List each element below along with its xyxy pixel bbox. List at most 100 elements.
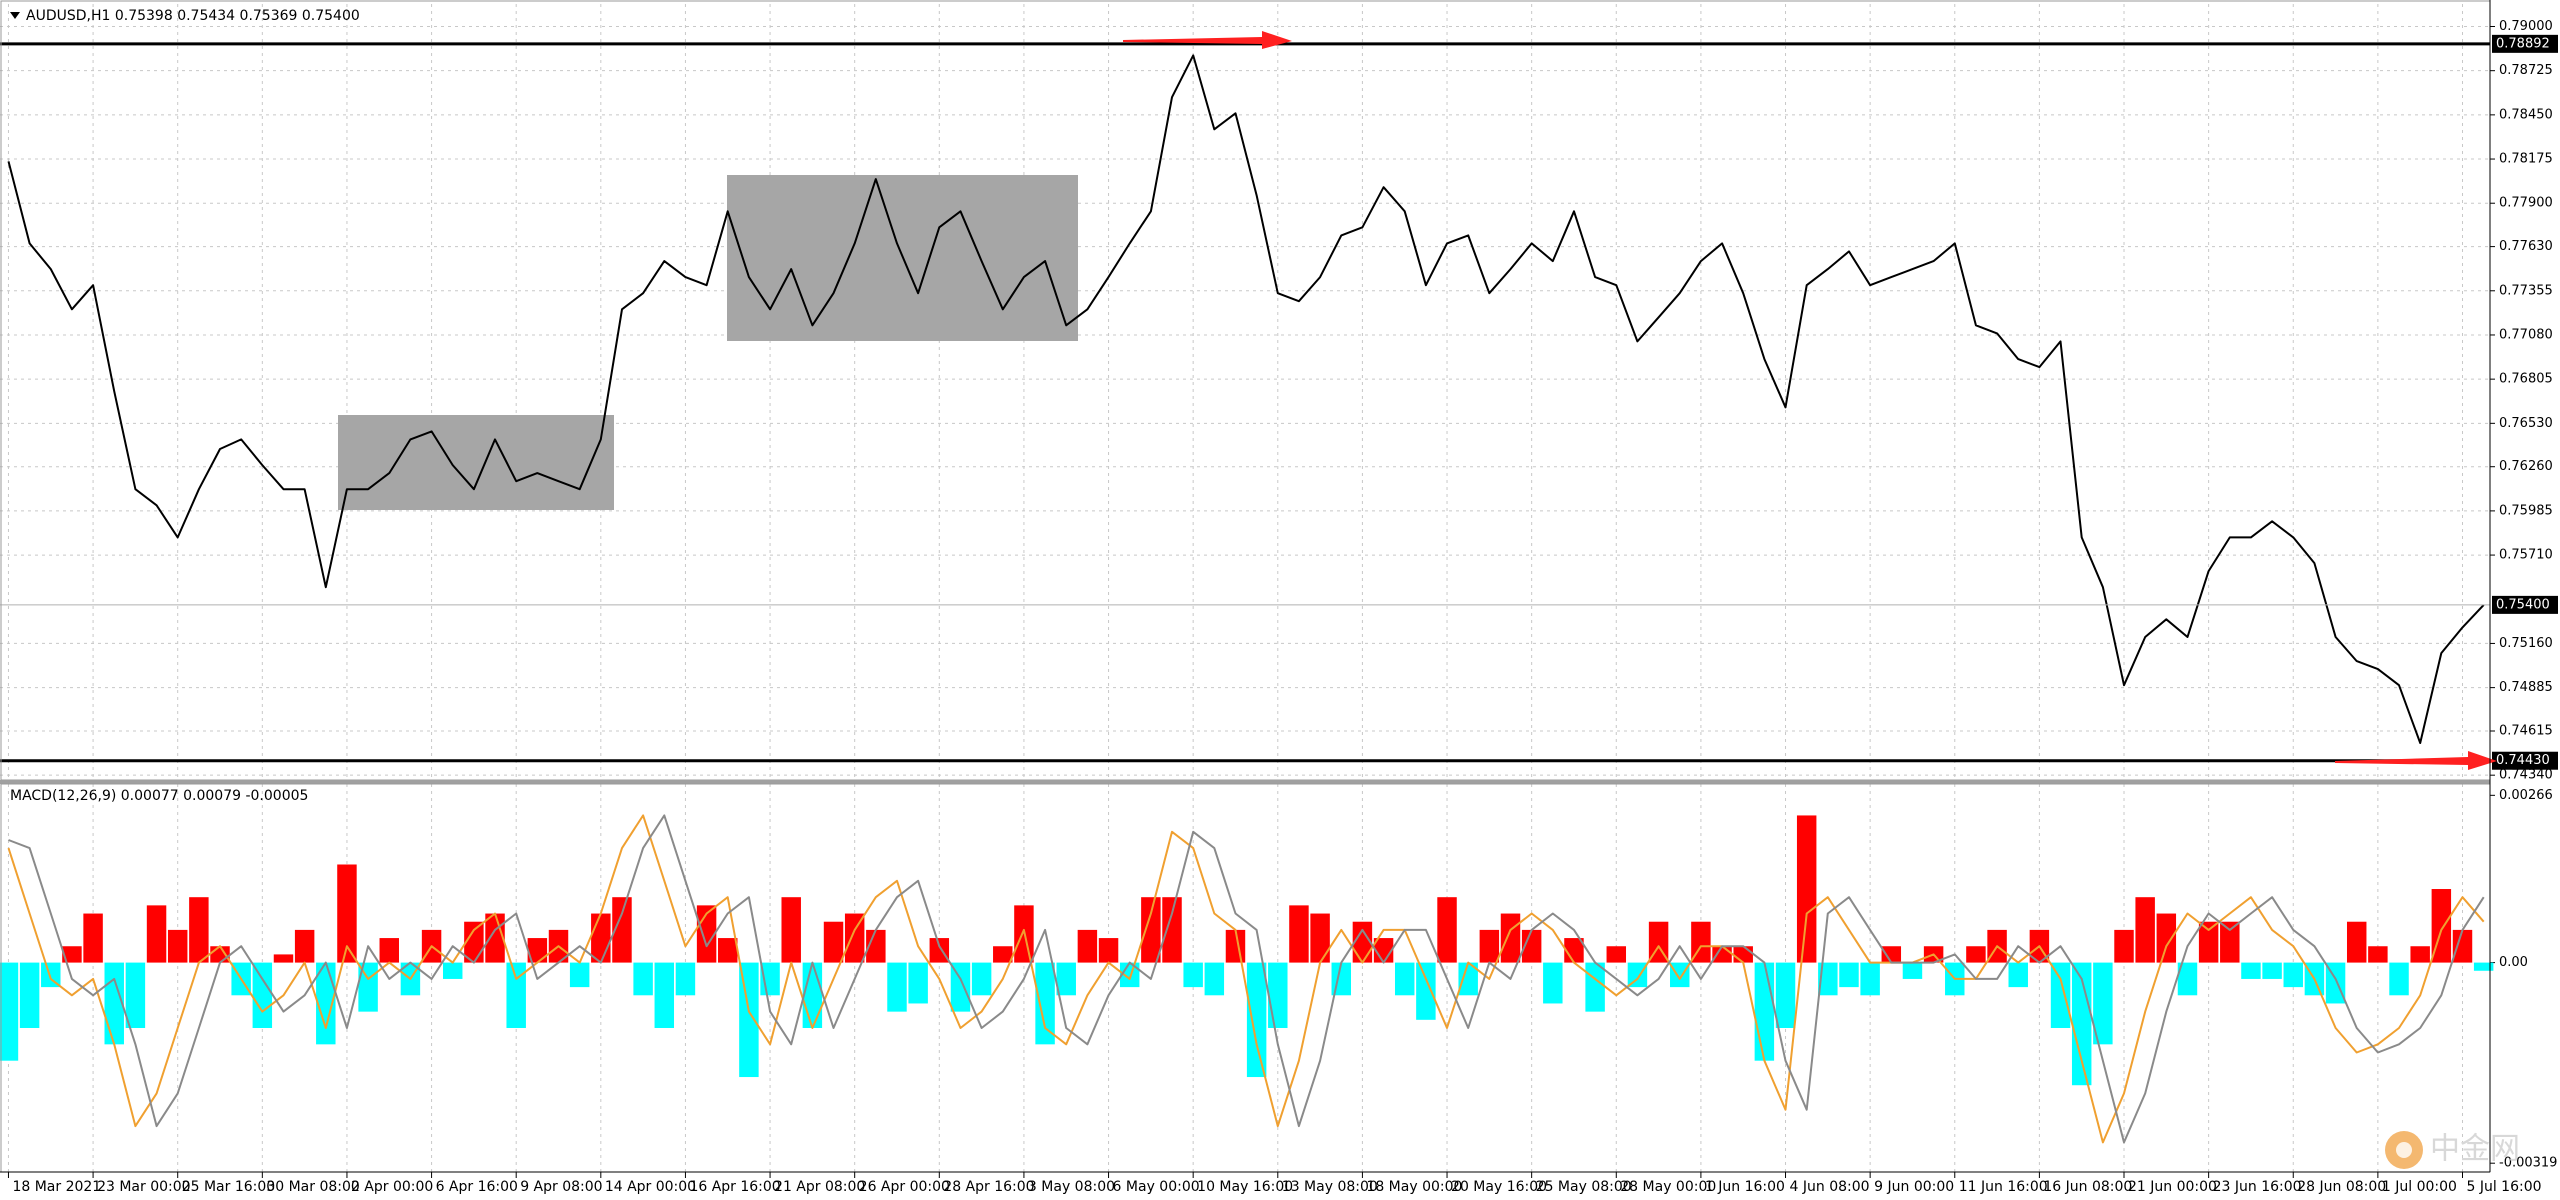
macd-histogram-bar — [1733, 946, 1753, 963]
macd-histogram-bar — [1416, 962, 1436, 1020]
macd-histogram-bar — [1585, 962, 1605, 1012]
range-box — [338, 415, 614, 510]
macd-histogram-bar — [1860, 962, 1880, 996]
chart-title: AUDUSD,H1 0.75398 0.75434 0.75369 0.7540… — [26, 8, 360, 24]
symbol-menu-icon[interactable] — [10, 12, 20, 19]
macd-histogram-bar — [2135, 897, 2155, 963]
macd-histogram-bar — [125, 962, 146, 1028]
panel-separator — [0, 780, 2490, 784]
macd-histogram-bar — [1543, 962, 1563, 1004]
macd-histogram-bar — [62, 946, 82, 963]
macd-histogram-bar — [802, 962, 823, 1028]
x-tick-label: 1 Jul 00:00 — [2382, 1179, 2457, 1195]
macd-histogram-bar — [2473, 962, 2494, 971]
macd-histogram-bar — [2346, 921, 2367, 963]
macd-histogram-bar — [1437, 897, 1457, 963]
macd-histogram-bar — [1098, 938, 1119, 963]
x-tick-label: 28 Jun 08:00 — [2297, 1179, 2386, 1195]
x-tick-label: 3 May 08:00 — [1028, 1179, 1115, 1195]
macd-histogram-bar — [273, 954, 294, 963]
macd-histogram-bar — [1310, 913, 1330, 963]
macd-histogram-bar — [2452, 929, 2473, 963]
macd-histogram-bar — [1352, 921, 1373, 963]
macd-histogram-bar — [612, 897, 632, 963]
x-tick-label: 20 May 16:00 — [1451, 1179, 1547, 1195]
macd-histogram-bar — [2368, 946, 2388, 963]
macd-histogram-bar — [0, 962, 19, 1061]
x-tick-label: 9 Jun 00:00 — [1874, 1179, 1954, 1195]
macd-histogram-bar — [1818, 962, 1838, 996]
macd-histogram-bar — [654, 962, 675, 1028]
watermark: 中金网 — [2430, 1132, 2520, 1167]
macd-histogram-bar — [210, 946, 230, 963]
range-boxes — [338, 175, 1078, 510]
macd-histogram-bar — [2283, 962, 2303, 988]
macd-histogram-bar — [971, 962, 992, 996]
x-tick-label: 5 Jul 16:00 — [2466, 1179, 2541, 1195]
x-tick-label: 14 Apr 00:00 — [605, 1179, 696, 1195]
y-tick-label: 0.76260 — [2499, 459, 2553, 474]
macd-histogram-bar — [527, 938, 548, 963]
red-arrow — [2335, 751, 2497, 770]
macd-histogram-bar — [633, 962, 653, 996]
level-label-box — [2492, 34, 2558, 53]
x-tick-label: 25 Mar 16:00 — [182, 1179, 275, 1195]
macd-histogram-bar — [485, 913, 505, 963]
x-tick-label: 9 Apr 08:00 — [520, 1179, 602, 1195]
macd-histogram-bar — [2071, 962, 2092, 1086]
x-tick-label: 18 May 00:00 — [1366, 1179, 1462, 1195]
y-tick-label: 0.77080 — [2499, 327, 2553, 342]
macd-histogram-bar — [41, 962, 61, 988]
y-tick-label: 0.75710 — [2499, 548, 2553, 563]
macd-histogram-bar — [2050, 962, 2071, 1028]
x-tick-label: 11 Jun 16:00 — [1959, 1179, 2048, 1195]
y-tick-label: 0.77900 — [2499, 196, 2553, 211]
macd-histogram-bar — [379, 938, 399, 963]
macd-histogram-bar — [2198, 921, 2219, 963]
y-tick-label: 0.76805 — [2499, 372, 2553, 387]
macd-histogram-bar — [1204, 962, 1225, 996]
y-tick-label: 0.78450 — [2499, 107, 2553, 122]
macd-histogram-bar — [993, 946, 1013, 963]
macd-histogram-bar — [1881, 946, 1902, 963]
macd-histogram-bar — [1035, 962, 1055, 1045]
macd-histogram-bar — [887, 962, 907, 1012]
macd-histogram-bar — [1902, 962, 1923, 979]
last-price-label: 0.75400 — [2496, 597, 2550, 612]
y-tick-label: -0.00319 — [2499, 1156, 2557, 1171]
macd-histogram-bar — [294, 929, 315, 963]
x-tick-label: 6 Apr 16:00 — [436, 1179, 518, 1195]
macd-histogram-bar — [252, 962, 273, 1028]
y-tick-label: 0.76530 — [2499, 416, 2553, 431]
level-label-box — [2492, 751, 2558, 770]
macd-histogram-bar — [591, 913, 611, 963]
macd-histogram-bar — [718, 938, 738, 963]
macd-histogram-bar — [19, 962, 40, 1028]
macd-histogram-bar — [2410, 946, 2430, 963]
y-tick-label: 0.00 — [2499, 955, 2528, 970]
macd-histogram-bar — [2156, 913, 2177, 963]
macd-histogram-bar — [1289, 905, 1309, 963]
x-tick-label: 23 Mar 00:00 — [97, 1179, 190, 1195]
x-tick-label: 16 Apr 16:00 — [689, 1179, 780, 1195]
macd-line — [8, 814, 2485, 1144]
macd-histogram-bar — [316, 962, 336, 1045]
last-price-box — [2492, 595, 2558, 614]
macd-histogram-bar — [1077, 929, 1098, 963]
macd-histogram-bar — [1268, 962, 1288, 1028]
overlay-layer: AUDUSD,H1 0.75398 0.75434 0.75369 0.7540… — [0, 0, 2520, 1173]
macd-histogram-bar — [739, 962, 759, 1078]
macd-histogram-bar — [781, 897, 801, 963]
macd-title: MACD(12,26,9) 0.00077 0.00079 -0.00005 — [10, 788, 308, 804]
macd-histogram-bar — [1796, 815, 1817, 963]
x-tick-label: 21 Apr 08:00 — [774, 1179, 865, 1195]
macd-histogram-bar — [1606, 946, 1627, 963]
y-tick-label: 0.77630 — [2499, 239, 2553, 254]
macd-histogram-bar — [337, 864, 357, 963]
macd-histogram-bar — [104, 962, 124, 1045]
macd-histogram-bar — [1670, 962, 1690, 988]
macd-histogram-bar — [1754, 962, 1775, 1061]
macd-histogram-bar — [146, 905, 167, 963]
x-tick-label: 18 Mar 2021 — [12, 1179, 101, 1195]
